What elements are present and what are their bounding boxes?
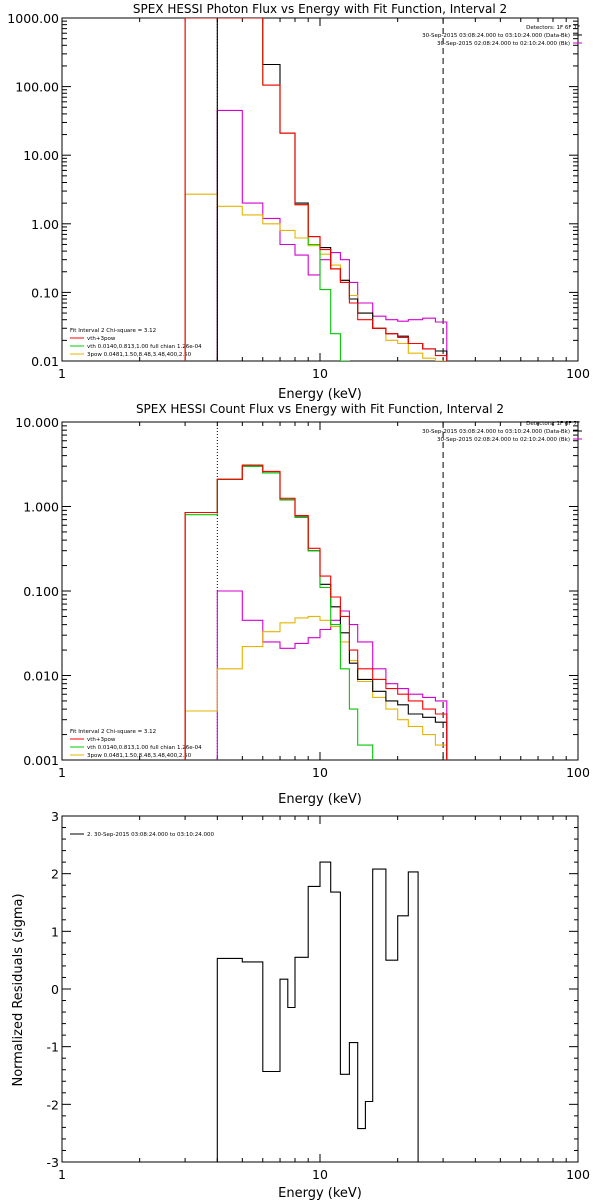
y-tick-label: 0.01 [31,354,59,369]
data-interval-label: 30-Sep-2015 03:08:24.000 to 03:10:24.000… [422,33,570,39]
y-tick-label: 100.00 [15,80,59,95]
y-tick-label: 10.000 [15,415,59,430]
y-axis-label: Normalized Residuals (sigma) [11,893,26,1086]
y-tick-label: -1 [47,1040,59,1055]
legend-entry-vth-3pow: vth+3pow [87,336,116,342]
series-group [216,861,419,1162]
x-tick-label: 10 [312,366,328,381]
series-data [184,465,448,760]
photon-flux-chart: SPEX HESSI Photon Flux vs Energy with Fi… [7,2,590,402]
series-vth-3pow [184,464,448,760]
series-group [184,18,448,361]
y-tick-label: 0.010 [23,669,59,684]
data-interval-label: 30-Sep-2015 03:08:24.000 to 03:10:24.000… [422,429,570,435]
plot-frame [61,17,579,362]
y-tick-label: 3 [51,809,59,824]
x-axis-label: Energy (keV) [278,387,362,402]
series-group [184,464,448,760]
y-tick-label: 0 [51,982,59,997]
plot-frame [61,421,579,761]
y-tick-label: 0.100 [23,584,59,599]
x-tick-label: 100 [566,765,590,780]
series-background [216,109,448,361]
series-3pow [184,193,448,361]
y-tick-label: 1000.00 [7,11,59,26]
x-tick-label: 1 [58,765,66,780]
y-tick-label: 1 [51,924,59,939]
x-tick-label: 10 [312,765,328,780]
x-tick-label: 1 [58,1167,66,1182]
count-flux-chart: SPEX HESSI Count Flux vs Energy with Fit… [15,402,590,807]
series-data [216,18,448,361]
background-interval-label: 30-Sep-2015 02:08:24.000 to 02:10:24.000… [437,41,570,47]
x-tick-label: 10 [312,1167,328,1182]
series-vth [184,18,350,361]
series-residuals [216,861,419,1162]
legend-entry-vth: vth 0.0140,0.813,1.00 full chian 1.26e-0… [87,745,202,751]
x-axis-label: Energy (keV) [278,792,362,807]
y-tick-label: -3 [47,1155,59,1170]
legend-entry-residuals: 2. 30-Sep-2015 03:08:24.000 to 03:10:24.… [87,832,214,838]
x-axis-label: Energy (keV) [278,1186,362,1200]
x-tick-label: 1 [58,366,66,381]
detectors-label: Detectors: 1F 6F 7F [526,25,580,31]
chart-title: SPEX HESSI Count Flux vs Energy with Fit… [136,402,504,416]
header-block: Detectors: 1F 6F 7F 30-Sep-2015 03:08:24… [422,25,580,47]
fit-legend: 2. 30-Sep-2015 03:08:24.000 to 03:10:24.… [87,832,214,838]
legend-entry-vth-3pow: vth+3pow [87,737,116,743]
y-tick-label: 0.10 [31,285,59,300]
legend-entry-vth: vth 0.0140,0.813,1.00 full chian 1.26e-0… [87,344,202,350]
fit-legend: Fit Interval 2 Chi-square = 3.12 vth+3po… [70,729,202,759]
y-tick-label: -2 [47,1097,59,1112]
y-tick-label: 0.001 [23,753,59,768]
legend-entry-3pow: 3pow 0.0481,1.50,8.48,3.48,400,2.50 [87,352,192,358]
x-tick-label: 100 [566,366,590,381]
series-vth-3pow [184,18,448,361]
residuals-chart: 2. 30-Sep-2015 03:08:24.000 to 03:10:24.… [11,809,590,1200]
y-tick-label: 2 [51,867,59,882]
fit-info: Fit Interval 2 Chi-square = 3.12 [70,328,156,334]
x-tick-label: 100 [566,1167,590,1182]
fit-legend: Fit Interval 2 Chi-square = 3.12 vth+3po… [70,328,202,358]
series-3pow [184,615,448,760]
y-tick-label: 10.00 [23,148,59,163]
chart-title: SPEX HESSI Photon Flux vs Energy with Fi… [133,2,507,16]
series-background [216,590,448,760]
y-tick-label: 1.00 [31,217,59,232]
header-block: Detectors: 1F 6F 7F 30-Sep-2015 03:08:24… [422,421,580,443]
series-vth [184,465,374,760]
fit-info: Fit Interval 2 Chi-square = 3.12 [70,729,156,735]
y-tick-label: 1.000 [23,500,59,515]
background-interval-label: 30-Sep-2015 02:08:24.000 to 02:10:24.000… [437,437,570,443]
